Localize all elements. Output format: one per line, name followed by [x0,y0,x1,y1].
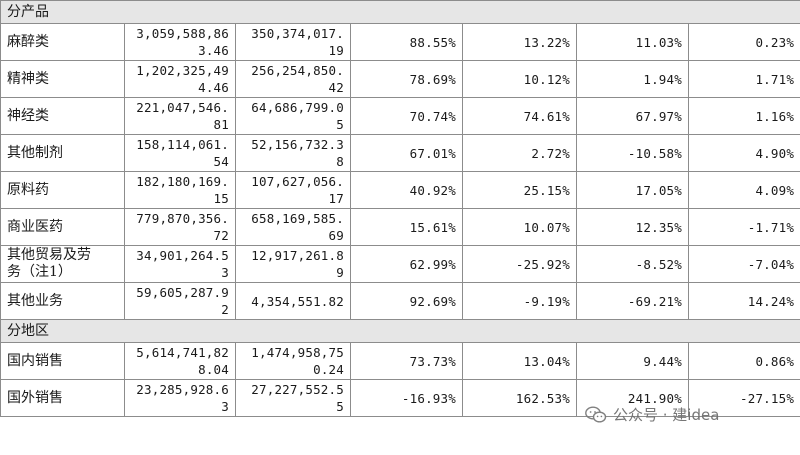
row-label: 原料药 [0,171,125,209]
table-row: 其他制剂 158,114,061. 54 52,156,732.3 8 67.0… [0,134,800,172]
row-label: 麻醉类 [0,23,125,61]
cell-c6: -27.15% [687,379,800,417]
cell-c5: -10.58% [576,134,689,172]
table-row: 商业医药 779,870,356. 72 658,169,585. 69 15.… [0,208,800,246]
cell-c5: 1.94% [576,60,689,98]
cell-c6: 4.90% [687,134,800,172]
cell-c2: 27,227,552.5 5 [235,379,351,417]
cell-c6: 1.71% [687,60,800,98]
row-label: 神经类 [0,97,125,135]
cell-c2: 658,169,585. 69 [235,208,351,246]
cell-c3: 62.99% [350,245,463,283]
section-title: 分产品 [0,0,800,24]
cell-c6: -7.04% [687,245,800,283]
financial-table: 分产品 麻醉类 3,059,588,86 3.46 350,374,017. 1… [0,0,800,417]
cell-c3: -16.93% [350,379,463,417]
cell-c3: 70.74% [350,97,463,135]
table-row: 麻醉类 3,059,588,86 3.46 350,374,017. 19 88… [0,23,800,61]
watermark: 公众号 · 建idea [585,404,719,425]
table-row: 其他贸易及劳 务（注1） 34,901,264.5 3 12,917,261.8… [0,245,800,283]
table-row: 其他业务 59,605,287.9 2 4,354,551.82 92.69% … [0,282,800,320]
cell-c5: 17.05% [576,171,689,209]
cell-c3: 73.73% [350,342,463,380]
cell-c1: 779,870,356. 72 [124,208,236,246]
cell-c2: 350,374,017. 19 [235,23,351,61]
table-row: 神经类 221,047,546. 81 64,686,799.0 5 70.74… [0,97,800,135]
cell-c2: 52,156,732.3 8 [235,134,351,172]
cell-c4: 13.04% [462,342,577,380]
row-label: 其他制剂 [0,134,125,172]
section-title: 分地区 [0,319,800,343]
cell-c3: 78.69% [350,60,463,98]
row-label: 国外销售 [0,379,125,417]
cell-c3: 88.55% [350,23,463,61]
table-row: 国内销售 5,614,741,82 8.04 1,474,958,75 0.24… [0,342,800,380]
cell-c1: 1,202,325,49 4.46 [124,60,236,98]
cell-c3: 40.92% [350,171,463,209]
cell-c4: 10.12% [462,60,577,98]
cell-c5: 12.35% [576,208,689,246]
cell-c4: 74.61% [462,97,577,135]
cell-c4: 162.53% [462,379,577,417]
cell-c3: 15.61% [350,208,463,246]
cell-c4: 25.15% [462,171,577,209]
watermark-text: 公众号 · 建idea [613,406,720,424]
cell-c3: 67.01% [350,134,463,172]
cell-c6: 14.24% [687,282,800,320]
cell-c1: 59,605,287.9 2 [124,282,236,320]
table-row: 原料药 182,180,169. 15 107,627,056. 17 40.9… [0,171,800,209]
row-label: 其他业务 [0,282,125,320]
table-row: 精神类 1,202,325,49 4.46 256,254,850. 42 78… [0,60,800,98]
cell-c5: -8.52% [576,245,689,283]
cell-c6: 0.86% [687,342,800,380]
cell-c1: 3,059,588,86 3.46 [124,23,236,61]
cell-c1: 182,180,169. 15 [124,171,236,209]
cell-c1: 158,114,061. 54 [124,134,236,172]
cell-c5: -69.21% [576,282,689,320]
cell-c5: 11.03% [576,23,689,61]
cell-c2: 4,354,551.82 [235,282,351,320]
cell-c2: 256,254,850. 42 [235,60,351,98]
cell-c1: 34,901,264.5 3 [124,245,236,283]
cell-c2: 107,627,056. 17 [235,171,351,209]
table-row: 国外销售 23,285,928.6 3 27,227,552.5 5 -16.9… [0,379,800,417]
cell-c2: 12,917,261.8 9 [235,245,351,283]
cell-c6: 0.23% [687,23,800,61]
section-header-row: 分产品 [0,0,800,24]
cell-c2: 1,474,958,75 0.24 [235,342,351,380]
cell-c5: 9.44% [576,342,689,380]
row-label: 商业医药 [0,208,125,246]
row-label: 国内销售 [0,342,125,380]
cell-c4: -25.92% [462,245,577,283]
cell-c1: 23,285,928.6 3 [124,379,236,417]
section-header-row: 分地区 [0,319,800,343]
cell-c4: 2.72% [462,134,577,172]
wechat-icon [585,405,607,423]
cell-c4: 10.07% [462,208,577,246]
row-label: 精神类 [0,60,125,98]
cell-c1: 5,614,741,82 8.04 [124,342,236,380]
cell-c6: -1.71% [687,208,800,246]
cell-c4: 13.22% [462,23,577,61]
cell-c6: 1.16% [687,97,800,135]
cell-c6: 4.09% [687,171,800,209]
row-label: 其他贸易及劳 务（注1） [0,245,125,283]
cell-c5: 67.97% [576,97,689,135]
cell-c1: 221,047,546. 81 [124,97,236,135]
cell-c4: -9.19% [462,282,577,320]
cell-c3: 92.69% [350,282,463,320]
cell-c2: 64,686,799.0 5 [235,97,351,135]
